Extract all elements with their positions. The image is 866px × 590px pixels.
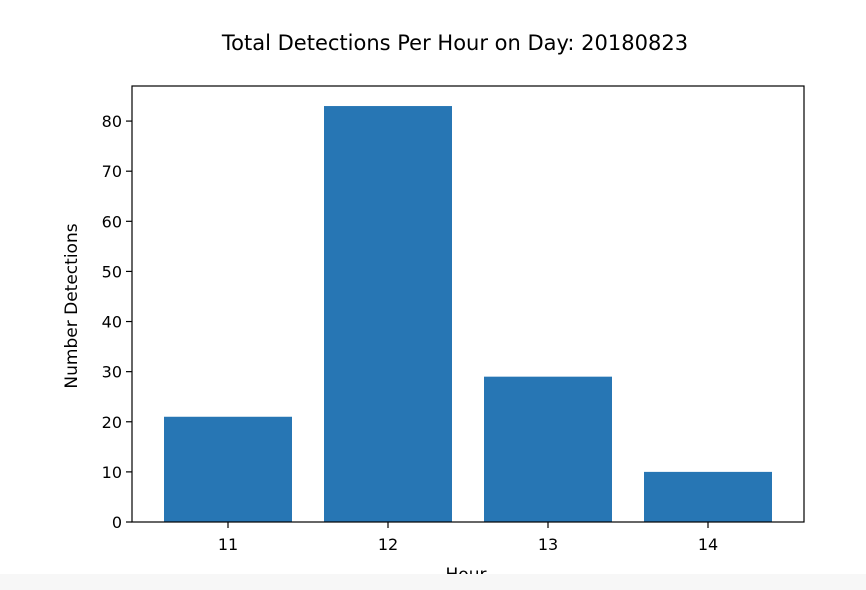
- bottom-strip: [0, 574, 866, 590]
- y-tick-label: 30: [102, 363, 122, 382]
- x-axis: 11 12 13 14: [218, 522, 718, 554]
- y-axis: 0 10 20 30 40 50 60 70 80: [102, 112, 132, 532]
- y-tick-label: 0: [112, 513, 122, 532]
- bar-14: [644, 471, 772, 522]
- bar-12: [324, 106, 452, 523]
- x-tick-label: 12: [378, 535, 398, 554]
- x-tick-label: 13: [538, 535, 558, 554]
- y-tick-label: 60: [102, 212, 122, 231]
- y-tick-label: 70: [102, 162, 122, 181]
- y-tick-label: 10: [102, 463, 122, 482]
- y-tick-label: 20: [102, 413, 122, 432]
- chart-title: Total Detections Per Hour on Day: 201808…: [221, 31, 688, 55]
- bar-13: [484, 376, 612, 522]
- x-tick-label: 14: [698, 535, 718, 554]
- y-axis-label: Number Detections: [62, 223, 82, 388]
- y-tick-label: 50: [102, 262, 122, 281]
- y-tick-label: 40: [102, 313, 122, 332]
- bars-group: [164, 106, 772, 523]
- x-tick-label: 11: [218, 535, 238, 554]
- plot-frame: [131, 85, 805, 523]
- bar-11: [164, 416, 292, 522]
- y-tick-label: 80: [102, 112, 122, 131]
